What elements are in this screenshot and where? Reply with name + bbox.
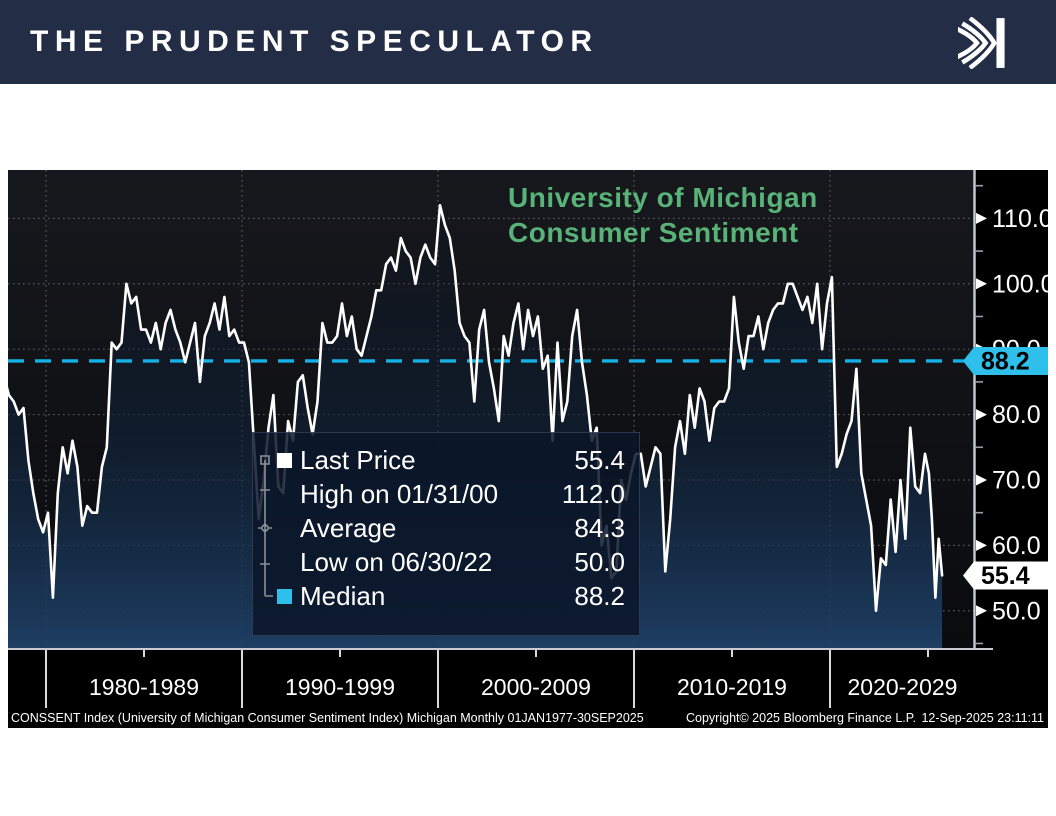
- chart-title-line1: University of Michigan: [508, 182, 818, 213]
- axis-badge-label: 88.2: [981, 347, 1030, 375]
- median-axis-badge: [963, 346, 1048, 375]
- footer-copyright: Copyright© 2025 Bloomberg Finance L.P.: [686, 711, 916, 725]
- legend-box: Last Price 55.4 High on 01/31/00 112.0 A…: [252, 432, 640, 636]
- legend-row: High on 01/31/00 112.0: [253, 477, 625, 511]
- legend-value: 112.0: [561, 478, 625, 509]
- legend-label: Median: [300, 580, 386, 611]
- y-tick-label: 60.0: [992, 532, 1041, 560]
- footer-bar: CONSSENT Index (University of Michigan C…: [8, 708, 1048, 728]
- last-price-axis-badge: [963, 561, 1048, 590]
- decade-label: 2010-2019: [676, 674, 787, 700]
- footer-timestamp: 12-Sep-2025 23:11:11: [921, 711, 1044, 725]
- decade-mid-tick: [339, 650, 341, 657]
- legend-label: Low on 06/30/22: [300, 546, 493, 577]
- legend-label: Last Price: [300, 444, 416, 475]
- brand-title: THE PRUDENT SPECULATOR: [30, 25, 599, 58]
- legend-value: 84.3: [574, 512, 625, 543]
- decade-mid-tick: [143, 650, 145, 657]
- y-tick-arrow-icon: [976, 605, 987, 617]
- legend-value: 55.4: [574, 444, 625, 475]
- y-tick-arrow-icon: [976, 278, 987, 290]
- decade-axis: 1980-1989 1990-1999 2000-2009 2010-2019 2020…: [8, 650, 1048, 708]
- y-tick-label: 110.0: [992, 205, 1048, 233]
- y-tick-arrow-icon: [976, 539, 987, 551]
- header-bar: THE PRUDENT SPECULATOR: [0, 0, 1056, 84]
- legend-row: Average 84.3: [253, 511, 625, 545]
- y-tick-label: 80.0: [992, 401, 1041, 429]
- legend-whisker: [258, 455, 273, 597]
- chart-title: University of Michigan Consumer Sentimen…: [508, 180, 818, 250]
- kovitz-logo: [958, 17, 1005, 69]
- y-tick-label: 100.0: [992, 270, 1048, 298]
- legend-value: 50.0: [574, 546, 625, 577]
- y-tick-arrow-icon: [976, 409, 987, 421]
- legend-label: Average: [300, 512, 397, 543]
- sentiment-line: [8, 204, 944, 613]
- average-marker-icon: [277, 521, 292, 536]
- legend-whisker-glyphs: [258, 455, 273, 597]
- decade-label: 1980-1989: [89, 674, 199, 700]
- high-marker-icon: [277, 487, 292, 502]
- last-price-marker-icon: [277, 452, 292, 468]
- decade-mid-tick: [535, 650, 537, 657]
- chart-title-line2: Consumer Sentiment: [508, 217, 799, 248]
- low-marker-icon: [277, 555, 292, 570]
- legend-row: Last Price 55.4: [253, 443, 625, 477]
- sentiment-area: [8, 205, 943, 650]
- decade-separator: [829, 650, 831, 708]
- median-marker-icon: [277, 588, 292, 604]
- y-tick-label: 50.0: [992, 597, 1041, 625]
- decade-mid-tick: [731, 650, 733, 657]
- legend-row: Median 88.2: [253, 579, 625, 613]
- decade-label: 1990-1999: [285, 674, 395, 700]
- y-tick-arrow-icon: [976, 474, 987, 486]
- legend-value: 88.2: [574, 580, 625, 611]
- y-tick-label: 70.0: [992, 466, 1041, 494]
- decade-separator: [241, 650, 243, 708]
- legend-row: Low on 06/30/22 50.0: [253, 545, 625, 579]
- decade-separator: [633, 650, 635, 708]
- legend-label: High on 01/31/00: [300, 478, 499, 509]
- axis-badge-label: 55.4: [981, 562, 1030, 590]
- decade-label: 2020-2029: [847, 674, 958, 700]
- decade-separator: [437, 650, 439, 708]
- decade-separator: [45, 650, 47, 708]
- decade-label: 2000-2009: [480, 674, 591, 700]
- decade-mid-tick: [927, 650, 929, 657]
- footer-index-label: CONSSENT Index (University of Michigan C…: [11, 711, 644, 725]
- y-tick-arrow-icon: [976, 212, 987, 224]
